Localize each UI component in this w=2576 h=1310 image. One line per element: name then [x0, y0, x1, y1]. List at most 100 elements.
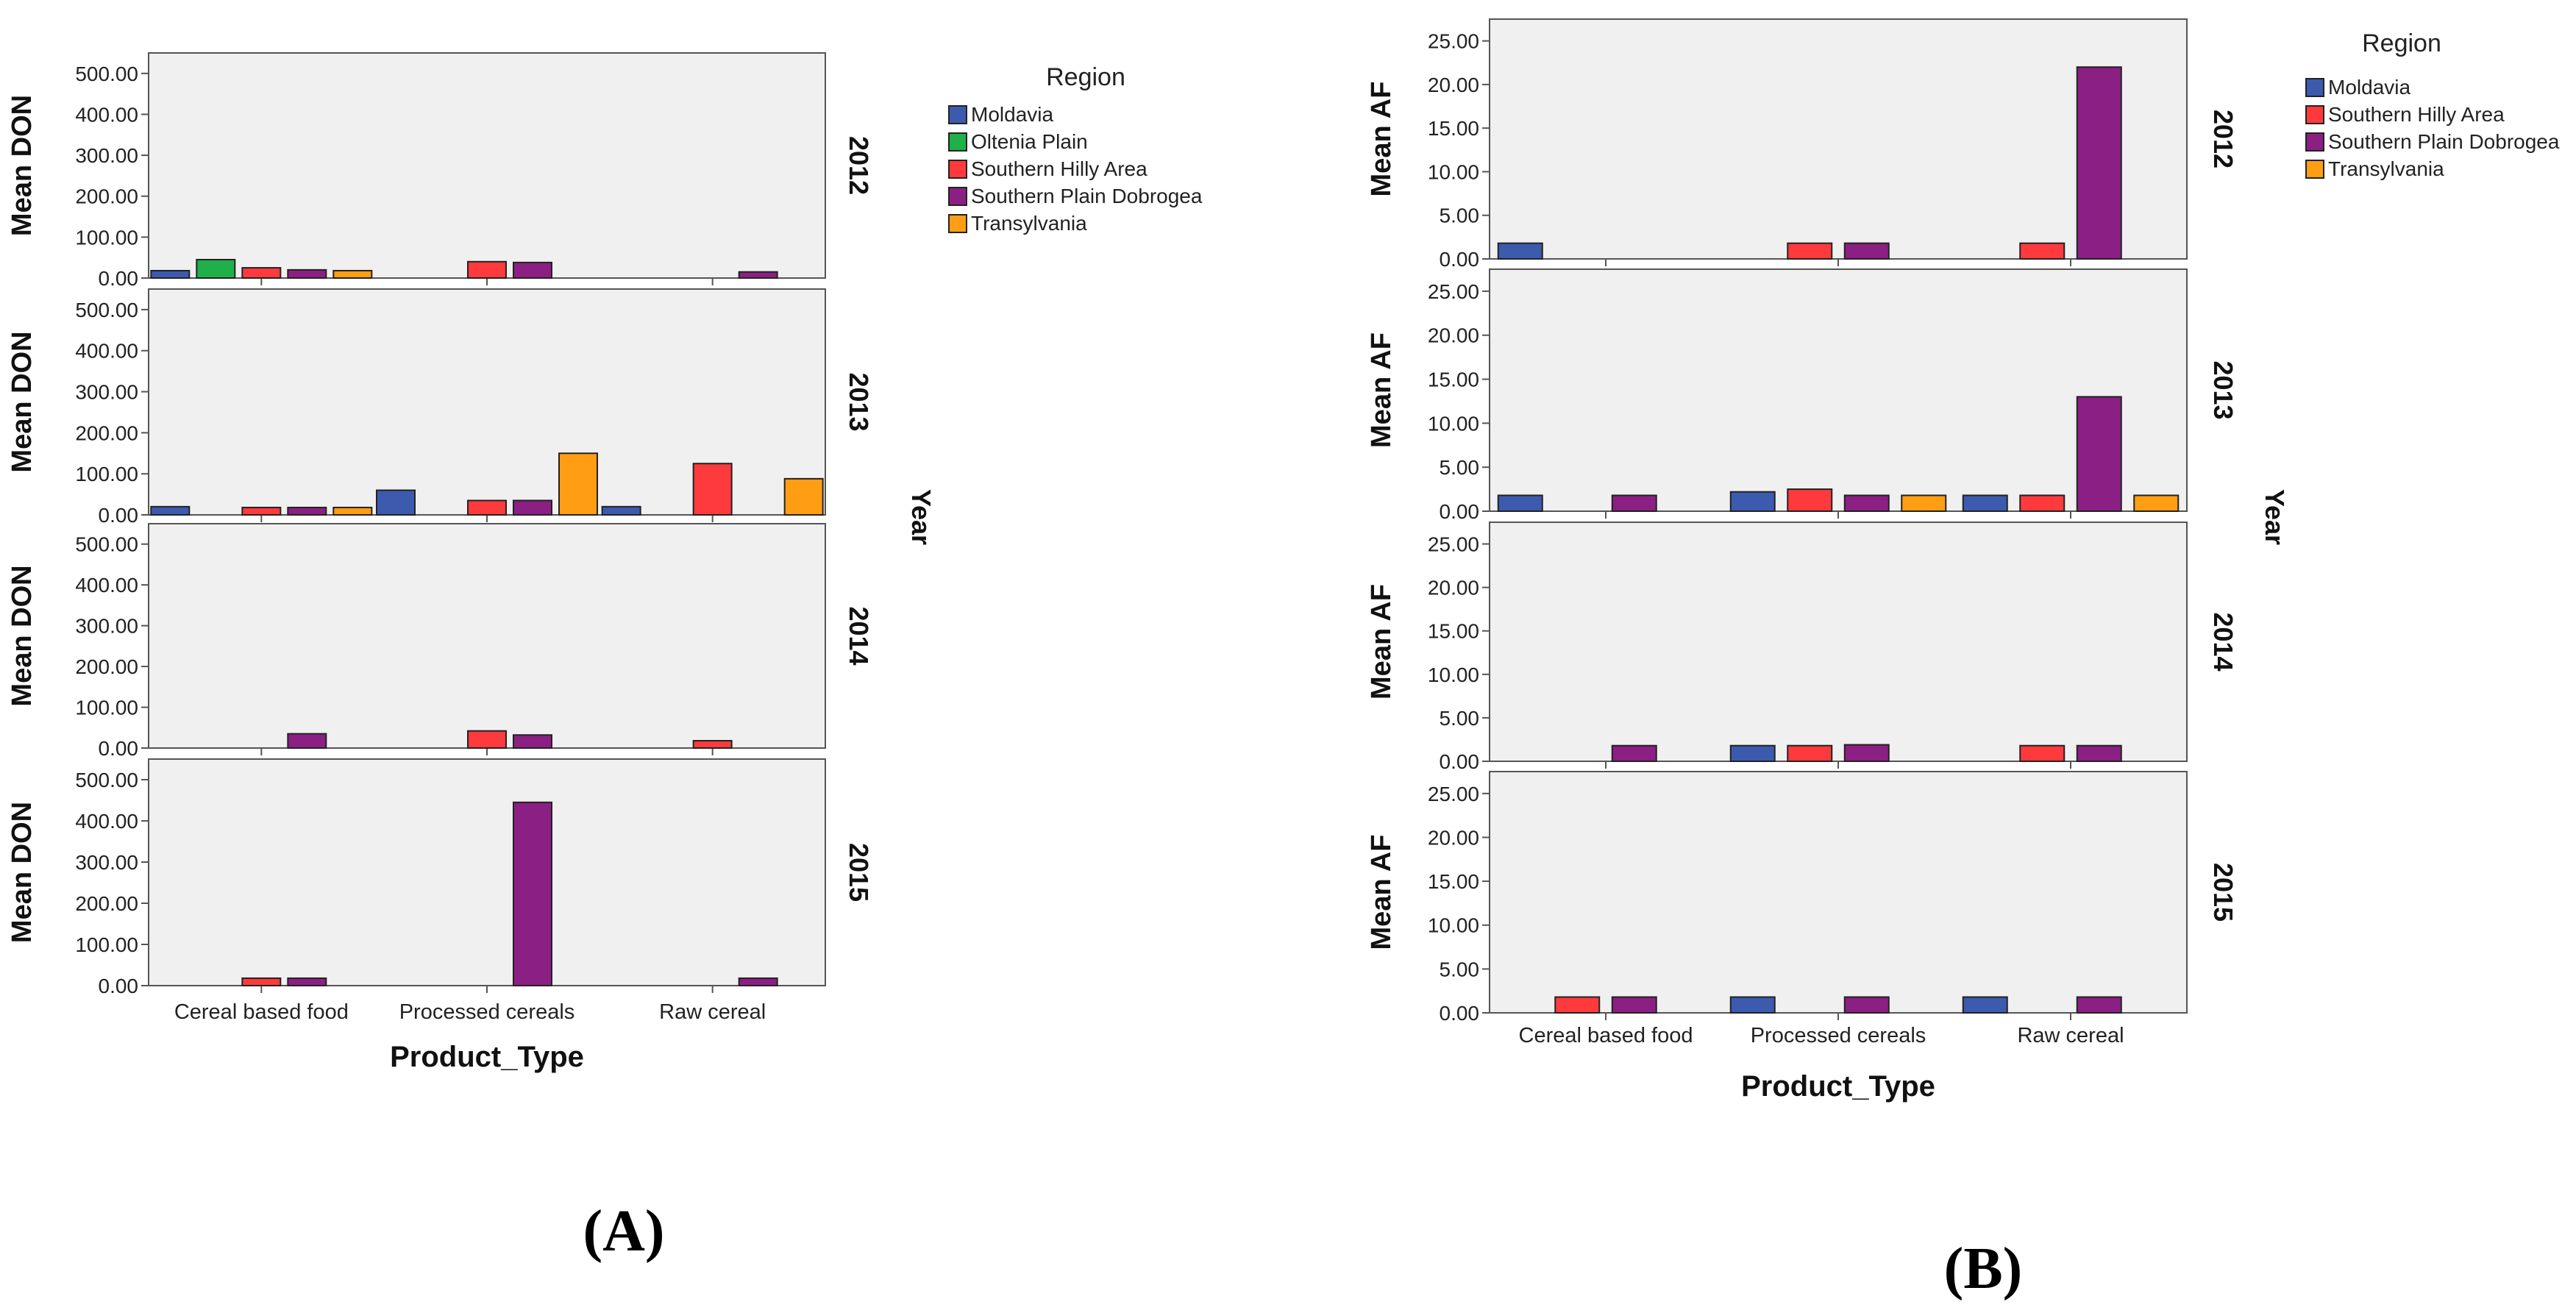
y-tick-label: 25.00: [1428, 783, 1479, 805]
bar: [241, 977, 282, 987]
bar: [738, 977, 778, 987]
facet-af-2015: 0.00 5.00 10.00 15.00 20.00 25.00 Mean AF 2015: [1366, 771, 2238, 1025]
bar: [1962, 494, 2008, 512]
facet-axis-title: Year: [2260, 489, 2290, 545]
y-axis-label: Mean AF: [1366, 584, 1397, 700]
y-tick-label: 500.00: [75, 299, 138, 321]
y-tick-label: 500.00: [75, 533, 138, 556]
facet-background: [1489, 268, 2188, 512]
legend-label: Moldavia: [2328, 76, 2410, 99]
legend-label: Moldavia: [971, 103, 1053, 126]
y-axis-label: Mean DON: [7, 95, 38, 236]
y-tick-label: 0.00: [99, 504, 139, 527]
legend-label: Transylvania: [971, 212, 1087, 235]
legend-label: Transylvania: [2328, 157, 2444, 180]
facet-background: [148, 758, 826, 986]
y-tick-label: 10.00: [1428, 412, 1479, 435]
y-tick-label: 25.00: [1428, 280, 1479, 303]
y-tick-label: 0.00: [1440, 500, 1480, 523]
bar: [1787, 744, 1833, 763]
legend-label: Southern Plain Dobrogea: [2328, 130, 2560, 153]
x-tick-label: Raw cereal: [659, 1000, 766, 1024]
bar: [1787, 488, 1833, 512]
y-tick-label: 5.00: [1440, 204, 1480, 227]
x-tick-label: Processed cereals: [399, 1000, 575, 1024]
y-tick-label: 500.00: [75, 63, 138, 85]
facet-background: [1489, 771, 2188, 1014]
bar: [513, 734, 552, 749]
y-tick-label: 5.00: [1440, 456, 1480, 479]
bar: [1962, 996, 2008, 1014]
legend-label: Oltenia Plain: [971, 130, 1088, 153]
facet-label: 2015: [2208, 863, 2238, 922]
y-tick-label: 20.00: [1428, 324, 1479, 347]
y-tick-label: 20.00: [1428, 577, 1479, 599]
bar: [1554, 996, 1601, 1014]
y-tick-label: 300.00: [75, 381, 138, 404]
y-tick-label: 100.00: [75, 933, 138, 956]
y-tick-label: 0.00: [99, 975, 139, 997]
bar: [287, 733, 327, 749]
y-tick-label: 20.00: [1428, 826, 1479, 849]
bar: [1611, 744, 1657, 763]
bar: [783, 477, 824, 516]
y-tick-label: 300.00: [75, 144, 138, 167]
bar: [738, 271, 778, 279]
y-tick-label: 100.00: [75, 463, 138, 485]
bar: [2133, 494, 2180, 512]
bar: [332, 506, 373, 516]
bar: [150, 269, 191, 279]
legend: Region Moldavia Southern Hilly Area Souther…: [2305, 29, 2560, 180]
legend-swatch: [2305, 78, 2324, 97]
y-tick-label: 0.00: [99, 267, 139, 290]
bar: [1901, 494, 1947, 512]
legend-swatch: [2305, 160, 2324, 179]
facet-don-2013: 0.00 100.00 200.00 300.00 400.00 500.00 Mean D…: [7, 288, 874, 527]
bar: [558, 452, 598, 516]
legend-swatch: [948, 187, 967, 206]
bar: [1611, 996, 1657, 1014]
y-tick-label: 15.00: [1428, 620, 1479, 643]
y-tick-label: 500.00: [75, 769, 138, 791]
y-tick-label: 200.00: [75, 421, 138, 444]
bar: [287, 506, 327, 516]
y-tick-label: 0.00: [1440, 248, 1480, 271]
bar: [1497, 494, 1543, 512]
legend-title: Region: [2362, 29, 2441, 57]
y-tick-label: 5.00: [1440, 707, 1480, 730]
facet-label: 2013: [2208, 360, 2238, 419]
y-tick-label: 100.00: [75, 697, 138, 719]
facet-af-2012: 0.00 5.00 10.00 15.00 20.00 25.00 Mean AF 2012: [1366, 18, 2238, 271]
y-tick-label: 5.00: [1440, 958, 1480, 980]
legend-swatch: [2305, 105, 2324, 124]
facet-don-2014: 0.00 100.00 200.00 300.00 400.00 500.00 Mean D…: [7, 523, 874, 760]
bar: [467, 499, 507, 516]
y-axis-label: Mean DON: [7, 331, 38, 472]
y-tick-label: 300.00: [75, 615, 138, 638]
legend-swatch: [948, 160, 967, 179]
y-tick-label: 200.00: [75, 655, 138, 678]
y-tick-label: 0.00: [1440, 750, 1480, 773]
y-tick-label: 200.00: [75, 185, 138, 208]
y-tick-label: 20.00: [1428, 74, 1479, 96]
y-tick-label: 15.00: [1428, 870, 1479, 893]
y-tick-label: 10.00: [1428, 663, 1479, 686]
legend-swatch: [2305, 132, 2324, 152]
legend-title: Region: [1046, 63, 1125, 91]
legend-label: Southern Hilly Area: [971, 157, 1148, 180]
bar: [1843, 996, 1890, 1014]
bar: [2076, 66, 2122, 260]
bar: [287, 268, 327, 280]
bar: [1729, 996, 1776, 1014]
bar: [1729, 491, 1776, 512]
facet-label: 2014: [844, 606, 874, 665]
y-tick-label: 400.00: [75, 810, 138, 833]
bar: [1787, 242, 1833, 260]
y-tick-label: 0.00: [99, 737, 139, 760]
bar: [2019, 494, 2066, 512]
bar: [150, 505, 191, 516]
y-axis-label: Mean AF: [1366, 332, 1397, 448]
bar: [241, 506, 282, 516]
facet-label: 2013: [844, 372, 874, 431]
